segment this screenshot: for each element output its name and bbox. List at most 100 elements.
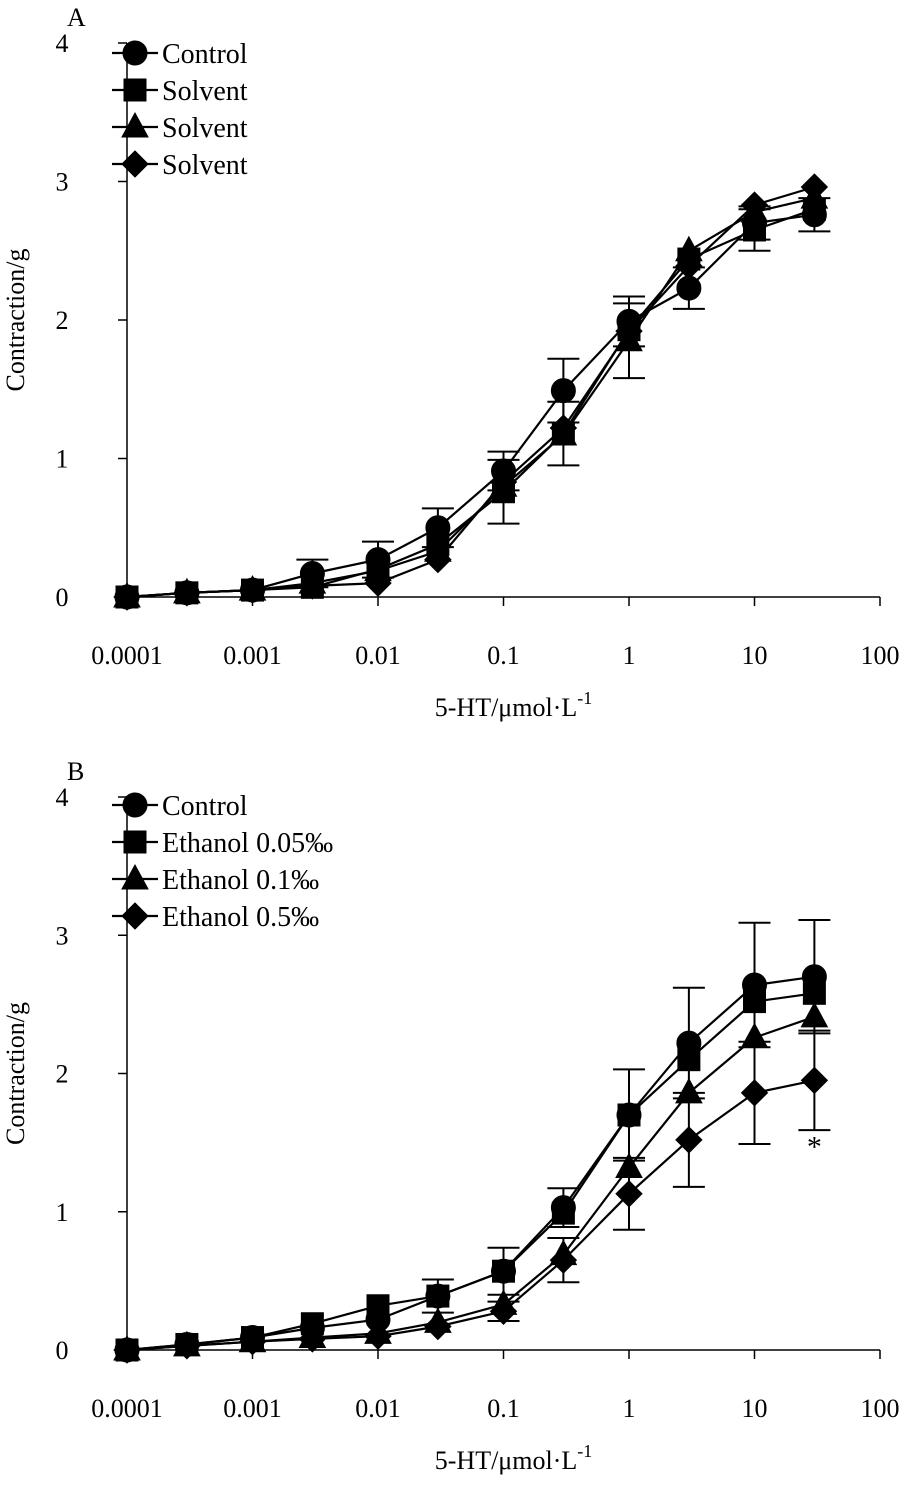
legend-label: Control <box>162 39 248 70</box>
significance-annotation: * <box>807 1131 822 1164</box>
data-point <box>298 1325 327 1353</box>
data-point <box>676 275 702 301</box>
y-tick-label: 3 <box>56 168 69 197</box>
data-point <box>800 173 829 201</box>
data-point <box>489 1297 518 1325</box>
x-tick-label: 0.1 <box>487 641 520 670</box>
x-axis-title-superscript: -1 <box>577 688 592 708</box>
data-point <box>424 545 452 574</box>
x-tick-label: 100 <box>861 1394 900 1423</box>
y-axis-title: Contraction/g <box>1 1002 30 1145</box>
y-tick-label: 1 <box>56 1198 69 1227</box>
legend-label: Ethanol 0.1‰ <box>162 865 319 896</box>
data-point <box>364 1322 392 1350</box>
legend-marker-square <box>123 78 147 102</box>
data-point <box>298 572 327 600</box>
series-line <box>126 975 815 1352</box>
y-tick-label: 2 <box>56 306 69 335</box>
y-tick-label: 0 <box>56 1336 69 1365</box>
data-point <box>677 1048 701 1072</box>
series-3-triangle <box>113 1001 829 1361</box>
legend: Control Solvent Solvent Solvent <box>112 39 248 181</box>
data-point <box>550 378 576 404</box>
series-line <box>126 197 815 599</box>
legend-label: Ethanol 0.05‰ <box>162 828 333 859</box>
legend-marker-diamond <box>121 902 149 930</box>
data-point <box>615 1180 643 1208</box>
data-point <box>675 1126 703 1154</box>
panel-label: A <box>67 3 86 32</box>
x-axis-title: 5-HT/μmol·L-1 <box>435 1441 592 1475</box>
legend-marker-circle <box>122 792 148 818</box>
data-point <box>800 1066 829 1095</box>
data-point <box>617 1103 641 1127</box>
chart-panel-b: B 0 1 2 3 4 0.0001 0.001 0.01 0.1 1 10 100 Contractio… <box>1 757 900 1475</box>
x-axis-title: 5-HT/μmol·L-1 <box>435 688 592 722</box>
y-tick-label: 1 <box>56 445 69 474</box>
series-line <box>126 992 815 1352</box>
x-tick-label: 0.01 <box>355 641 401 670</box>
x-tick-label: 0.01 <box>355 1394 401 1423</box>
x-tick-label: 0.001 <box>223 641 282 670</box>
x-tick-label: 1 <box>623 1394 636 1423</box>
legend-label: Control <box>162 791 248 822</box>
data-point <box>238 1327 267 1356</box>
series-line <box>126 1079 815 1352</box>
y-tick-label: 4 <box>56 783 69 812</box>
x-tick-label: 10 <box>742 1394 768 1423</box>
data-point <box>173 1332 201 1360</box>
data-point <box>615 317 643 345</box>
y-tick-label: 0 <box>56 583 69 612</box>
y-tick-label: 3 <box>56 921 69 950</box>
chart-panel-a: A 0 1 2 3 4 0.0001 0.001 0.01 0.1 1 10 100 Contractio… <box>1 3 900 722</box>
data-point <box>549 1246 578 1274</box>
x-tick-label: 0.001 <box>223 1394 282 1423</box>
data-point <box>366 1294 390 1318</box>
data-point <box>743 990 766 1014</box>
x-tick-label: 10 <box>742 641 768 670</box>
series-line <box>126 213 815 599</box>
data-point <box>113 583 141 611</box>
x-tick-label: 0.0001 <box>91 641 163 670</box>
data-point <box>551 1201 575 1225</box>
legend-marker-triangle <box>121 863 149 890</box>
data-point <box>802 981 826 1005</box>
panel-label: B <box>67 757 84 786</box>
legend-marker-triangle <box>121 111 149 138</box>
y-tick-label: 4 <box>56 29 69 58</box>
data-point <box>426 1284 450 1308</box>
x-tick-label: 0.0001 <box>91 1394 163 1423</box>
series-3-triangle <box>113 183 829 608</box>
x-axis-title-superscript: -1 <box>577 1441 592 1461</box>
data-point <box>364 569 392 597</box>
data-point <box>113 1336 141 1364</box>
series-1-circle <box>114 197 831 610</box>
data-point <box>238 576 267 604</box>
data-point <box>675 252 703 280</box>
data-point <box>492 1259 515 1283</box>
data-point <box>740 191 769 219</box>
legend-label: Ethanol 0.5‰ <box>162 902 319 933</box>
data-point <box>424 1312 452 1341</box>
legend-marker-diamond <box>121 150 149 178</box>
legend-marker-circle <box>122 40 148 66</box>
data-point <box>549 414 578 442</box>
legend-label: Solvent <box>162 150 248 181</box>
series-4-diamond <box>113 1029 831 1364</box>
data-point <box>800 1001 829 1028</box>
x-tick-label: 0.1 <box>487 1394 520 1423</box>
series-2-square <box>115 981 826 1362</box>
legend-marker-square <box>123 830 147 854</box>
data-point <box>740 1079 769 1107</box>
data-point <box>489 468 518 496</box>
y-axis-title: Contraction/g <box>1 249 30 392</box>
y-tick-label: 2 <box>56 1060 69 1089</box>
legend-label: Solvent <box>162 76 248 107</box>
x-tick-label: 100 <box>861 641 900 670</box>
data-point <box>173 579 201 607</box>
legend-label: Solvent <box>162 113 248 144</box>
x-tick-label: 1 <box>623 641 636 670</box>
legend: Control Ethanol 0.05‰ Ethanol 0.1‰ Ethanol … <box>112 791 333 933</box>
series-1-circle <box>114 919 831 1363</box>
